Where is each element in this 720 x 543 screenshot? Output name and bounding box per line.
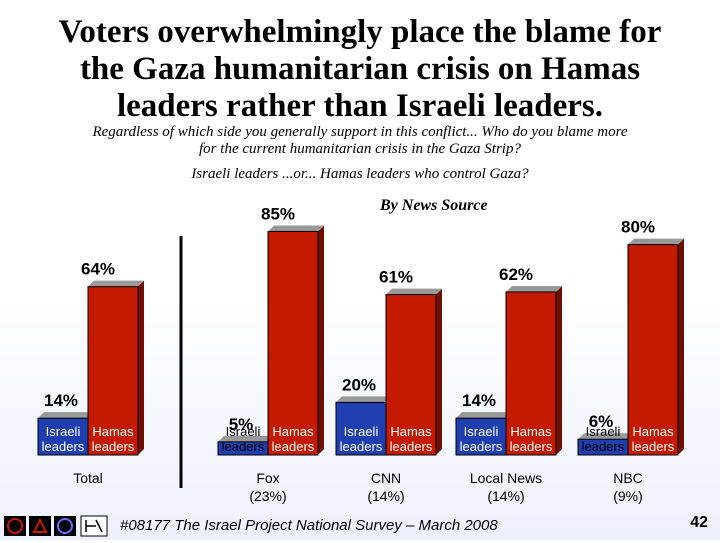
data-label: 5%: [229, 415, 254, 434]
bar-side: [556, 285, 562, 455]
data-label: 64%: [81, 260, 115, 279]
bar-top: [456, 412, 512, 419]
category-label: (14%): [487, 488, 524, 504]
bar-top: [578, 433, 634, 440]
series-label: leaders: [272, 439, 315, 454]
title-line: leaders rather than Israeli leaders.: [116, 88, 604, 124]
series-label: leaders: [582, 439, 625, 454]
bar-hamas: [267, 230, 319, 456]
data-label: 6%: [589, 412, 614, 431]
blame-bar-chart: 14%Israelileaders64%HamasleadersTotal5%I…: [37, 204, 684, 504]
bar-israeli: [335, 401, 387, 456]
bar-hamas: [505, 291, 557, 456]
series-label: leaders: [42, 439, 85, 454]
bar-top: [336, 396, 392, 403]
series-label: Israeli: [464, 424, 499, 439]
bar-top: [88, 280, 144, 287]
bar-side: [318, 225, 324, 455]
logo-strip-icon: [4, 515, 108, 537]
series-label: leaders: [510, 439, 553, 454]
series-label: leaders: [340, 439, 383, 454]
series-label: Israeli: [586, 424, 621, 439]
series-label: leaders: [632, 439, 675, 454]
bar-top: [268, 225, 324, 232]
category-label: NBC: [613, 470, 643, 486]
bar-top: [386, 288, 442, 295]
bar-side: [678, 238, 684, 455]
bar-hamas: [385, 294, 437, 456]
page-number: 42: [690, 514, 708, 531]
series-label: Hamas: [632, 424, 674, 439]
series-label: leaders: [222, 439, 265, 454]
bar-side: [138, 280, 144, 455]
series-label: Israeli: [344, 424, 379, 439]
data-label: 14%: [462, 391, 496, 410]
survey-citation: #08177 The Israel Project National Surve…: [120, 517, 498, 534]
category-label: Fox: [256, 470, 279, 486]
data-label: 62%: [499, 265, 533, 284]
series-label: leaders: [460, 439, 503, 454]
series-label: Hamas: [390, 424, 432, 439]
category-label: (9%): [613, 488, 643, 504]
question-line: Regardless of which side you generally s…: [92, 124, 628, 140]
category-label: (14%): [367, 488, 404, 504]
bar-top: [38, 412, 94, 419]
bar-hamas: [627, 244, 679, 456]
series-label: Israeli: [226, 424, 261, 439]
data-label: 20%: [342, 375, 376, 394]
title-line: Voters overwhelmingly place the blame fo…: [58, 14, 662, 50]
category-label: (23%): [249, 488, 286, 504]
bar-top: [218, 435, 274, 442]
category-label: Total: [73, 470, 103, 486]
bar-hamas: [87, 286, 139, 456]
data-label: 61%: [379, 268, 413, 287]
survey-question: Regardless of which side you generally s…: [40, 124, 680, 158]
series-label: leaders: [390, 439, 433, 454]
series-label: Hamas: [272, 424, 314, 439]
bar-side: [436, 288, 442, 455]
series-label: leaders: [92, 439, 135, 454]
question-line: for the current humanitarian crisis in t…: [199, 141, 521, 157]
slide-title: Voters overwhelmingly place the blame fo…: [20, 14, 700, 125]
series-label: Israeli: [46, 424, 81, 439]
data-label: 14%: [44, 391, 78, 410]
bar-top: [628, 238, 684, 245]
category-label: Local News: [470, 470, 542, 486]
data-label: 85%: [261, 204, 295, 223]
answer-options: Israeli leaders ...or... Hamas leaders w…: [191, 166, 529, 182]
category-label: CNN: [371, 470, 401, 486]
title-line: the Gaza humanitarian crisis on Hamas: [79, 51, 641, 87]
bar-top: [506, 285, 562, 292]
series-label: Hamas: [92, 424, 134, 439]
data-label: 80%: [621, 218, 655, 237]
sponsor-logos: [4, 514, 114, 543]
series-label: Hamas: [510, 424, 552, 439]
news-source-label: By News Source: [380, 197, 488, 214]
